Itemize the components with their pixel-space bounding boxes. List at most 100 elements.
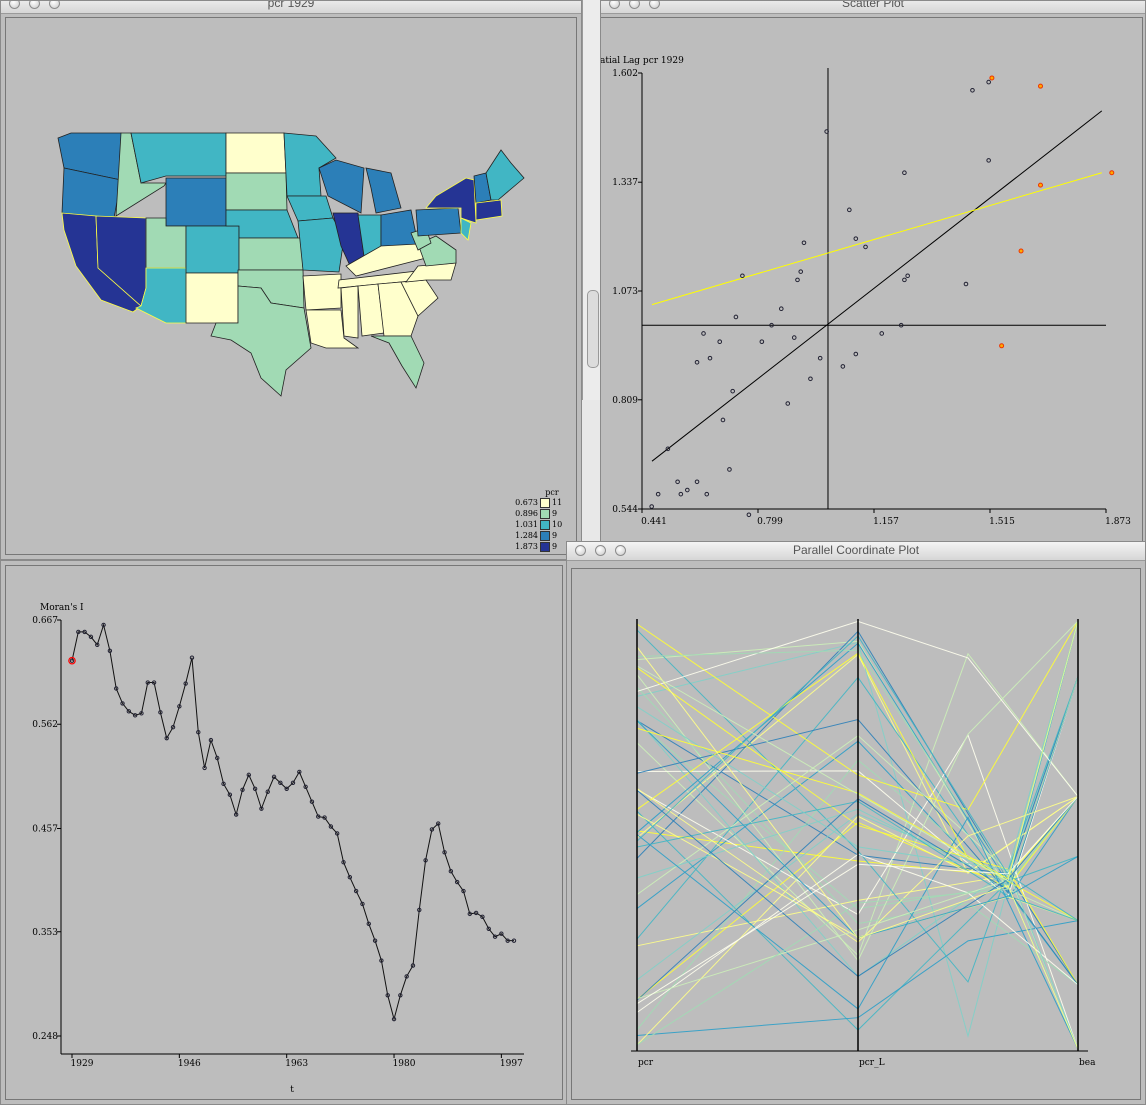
data-point	[95, 642, 100, 648]
pcp-line	[636, 620, 1079, 882]
state-wisconsin	[318, 159, 365, 214]
state-colorado	[185, 225, 240, 274]
scatter-point	[685, 487, 690, 493]
scrollbar-thumb[interactable]	[587, 290, 599, 368]
legend-items: 0.673 11 0.896 9 1.031 10 1.284 9 1.873 9	[512, 497, 568, 552]
state-new-york	[425, 177, 477, 224]
morans-i-timeseries-plot[interactable]: Moran's I t 0.667 0.562 0.457 0.353 0.248 1929 1…	[6, 566, 564, 1102]
pcp-line	[636, 676, 1079, 898]
scatter-point	[902, 277, 907, 283]
scatter-point	[733, 314, 739, 320]
scatter-point	[898, 322, 904, 328]
scatter-point	[840, 364, 846, 369]
data-point	[448, 868, 454, 874]
data-point	[189, 655, 195, 660]
minimize-button[interactable]	[629, 1, 640, 9]
data-point	[341, 860, 346, 865]
data-point	[467, 911, 472, 917]
scatter-window-titlebar[interactable]: Scatter Plot	[601, 0, 1145, 14]
state-arkansas	[302, 273, 342, 311]
window-title: Scatter Plot	[841, 0, 905, 10]
scatter-point	[863, 244, 868, 250]
state-texas	[210, 285, 312, 397]
timeseries-pane[interactable]: Moran's I t 0.667 0.562 0.457 0.353 0.248 1929 1…	[5, 565, 563, 1100]
data-point	[391, 1016, 397, 1022]
moran-scatter-plot[interactable]: atial Lag pcr 1929 1.602 1.337 1.073 0.809 0.…	[600, 18, 1133, 546]
scatter-point	[902, 170, 907, 176]
scatter-point	[847, 207, 852, 213]
scatter-point	[879, 331, 885, 336]
data-point	[126, 709, 132, 714]
zoom-button[interactable]	[615, 545, 626, 556]
pcp-pane[interactable]: pcr pcr_L bea	[571, 568, 1141, 1100]
state-kansas	[238, 237, 304, 271]
scatter-point	[798, 269, 804, 274]
data-point	[410, 963, 416, 968]
data-point	[398, 993, 403, 998]
fit-line	[651, 172, 1102, 306]
data-point	[240, 787, 245, 792]
data-point	[379, 958, 384, 963]
state-mass-ct-ri	[475, 199, 503, 221]
close-button[interactable]	[609, 1, 620, 9]
data-point	[151, 680, 157, 685]
legend-swatch	[540, 497, 550, 508]
y-tick-label: 0.562	[32, 720, 58, 730]
y-tick-label: 0.667	[32, 616, 58, 626]
scatter-point	[795, 277, 800, 283]
data-point	[303, 784, 308, 789]
scatter-point	[720, 417, 726, 423]
data-point	[221, 781, 226, 787]
data-point	[461, 888, 466, 894]
pcp-line	[636, 640, 1079, 922]
pcp-line	[636, 796, 1079, 1005]
data-point	[233, 812, 239, 817]
map-window-scrollbar[interactable]	[582, 0, 601, 400]
legend-row: 1.873 9	[512, 541, 568, 552]
scatter-pane[interactable]: atial Lag pcr 1929 1.602 1.337 1.073 0.809 0.…	[600, 17, 1143, 546]
legend-value: 1.873	[515, 542, 538, 551]
scatter-point	[986, 158, 991, 163]
fit-line	[651, 110, 1103, 462]
x-tick-label: 0.799	[757, 517, 783, 527]
data-point	[101, 622, 106, 628]
minimize-button[interactable]	[595, 545, 606, 556]
pcp-line	[636, 798, 1079, 1001]
data-point	[265, 789, 270, 794]
parallel-coordinate-plot[interactable]: pcr pcr_L bea	[572, 569, 1140, 1101]
state-south-dakota	[225, 172, 288, 211]
data-point	[227, 792, 233, 797]
data-point	[429, 827, 435, 832]
data-point	[290, 780, 296, 786]
state-mississippi	[340, 285, 359, 339]
scatter-point	[740, 273, 745, 279]
legend-swatch	[540, 541, 550, 552]
us-choropleth-map[interactable]	[6, 18, 578, 554]
data-point	[436, 821, 441, 826]
y-axis-label: atial Lag pcr 1929	[600, 56, 684, 66]
map-pane[interactable]: pcr 0.673 11 0.896 9 1.031 10 1.284 9 1.873 9	[5, 17, 577, 555]
selected-year-marker	[68, 656, 76, 665]
state-georgia	[377, 281, 419, 337]
zoom-button[interactable]	[49, 1, 60, 9]
pcp-line	[636, 759, 1079, 1031]
legend-count: 9	[552, 531, 558, 540]
pcp-line	[636, 789, 1079, 977]
close-button[interactable]	[575, 545, 586, 556]
map-window-titlebar[interactable]: pcr 1929	[1, 0, 581, 14]
scatter-point	[769, 322, 774, 328]
window-title: pcr 1929	[267, 0, 315, 10]
pcp-window-titlebar[interactable]: Parallel Coordinate Plot	[567, 542, 1145, 561]
state-montana	[130, 132, 227, 184]
zoom-button[interactable]	[649, 1, 660, 9]
legend-row: 0.673 11	[512, 497, 568, 508]
close-button[interactable]	[9, 1, 20, 9]
data-point	[202, 765, 207, 771]
pcp-line	[636, 720, 1079, 939]
pcp-axis-label: pcr_L	[859, 1058, 885, 1068]
data-point	[69, 658, 75, 663]
pcp-line	[636, 635, 1079, 922]
data-point	[297, 769, 302, 775]
minimize-button[interactable]	[29, 1, 40, 9]
highlighted-point	[989, 75, 995, 81]
